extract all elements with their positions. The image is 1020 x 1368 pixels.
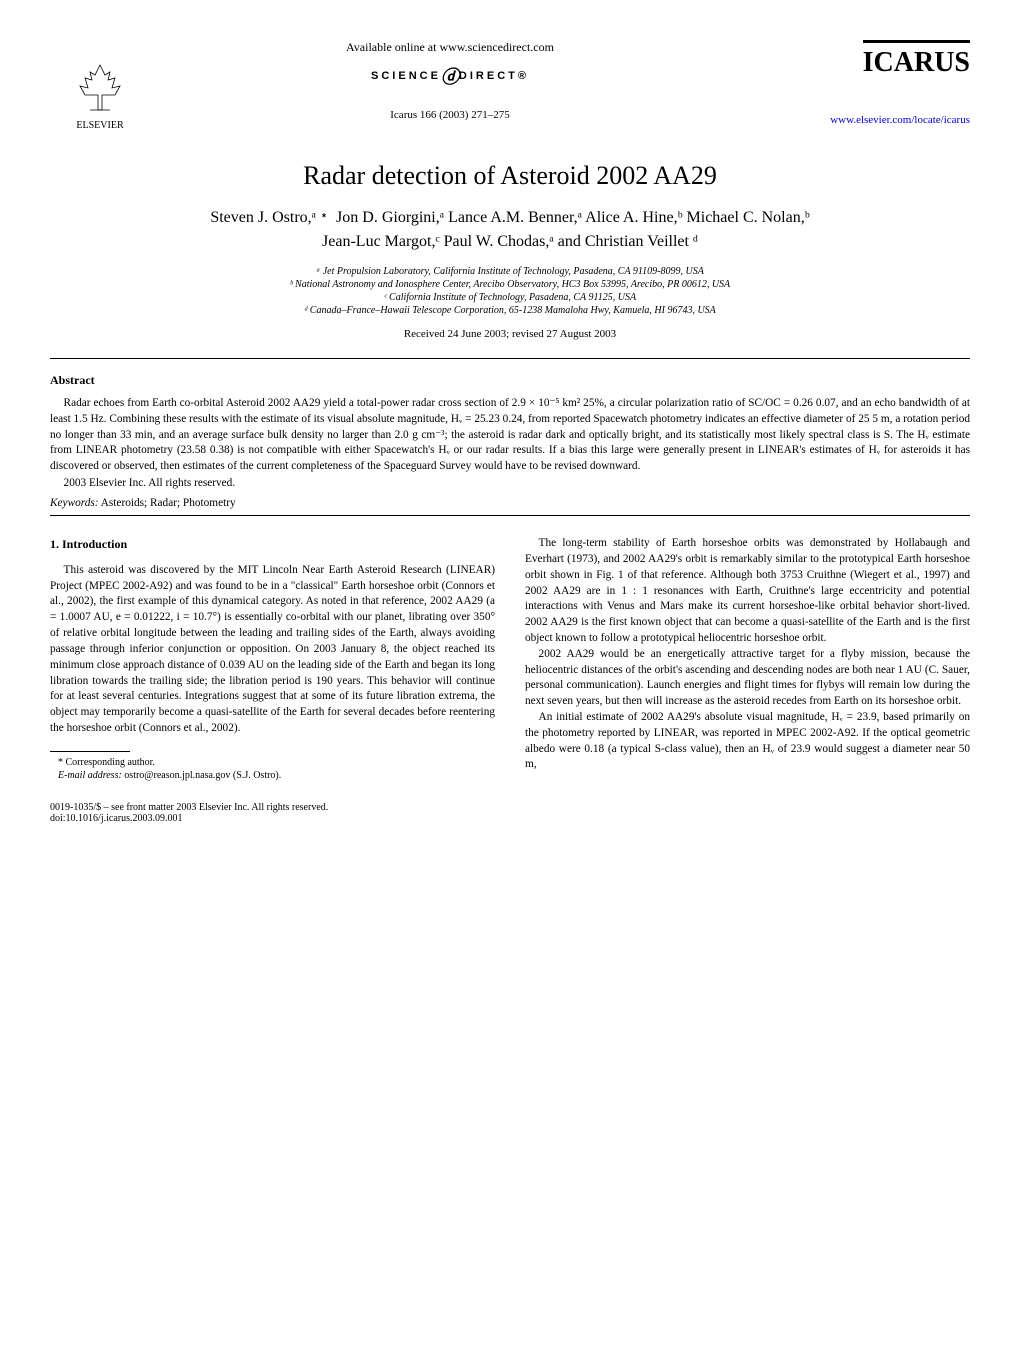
- copyright-line: 2003 Elsevier Inc. All rights reserved.: [50, 477, 970, 489]
- author-list: Steven J. Ostro,ᵃ﹡ Jon D. Giorgini,ᵃ Lan…: [50, 206, 970, 254]
- affiliation-d: ᵈ Canada–France–Hawaii Telescope Corpora…: [50, 305, 970, 316]
- divider: [50, 358, 970, 359]
- corresponding-author-footnote: * Corresponding author.: [50, 756, 495, 769]
- elsevier-tree-icon: [70, 60, 130, 120]
- right-column: The long-term stability of Earth horsesh…: [525, 536, 970, 782]
- sciencedirect-logo: SCIENCEⓓDIRECT®: [170, 63, 730, 89]
- article-title: Radar detection of Asteroid 2002 AA29: [50, 161, 970, 191]
- intro-paragraph-3: 2002 AA29 would be an energetically attr…: [525, 647, 970, 710]
- email-label: E-mail address:: [58, 770, 122, 781]
- authors-line-1: Steven J. Ostro,ᵃ﹡ Jon D. Giorgini,ᵃ Lan…: [210, 209, 809, 226]
- sciencedirect-word1: SCIENCE: [371, 70, 441, 82]
- journal-citation: Icarus 166 (2003) 271–275: [170, 109, 730, 121]
- tree-icon: [70, 60, 130, 120]
- journal-branding: ICARUS www.elsevier.com/locate/icarus: [750, 40, 970, 126]
- keywords-line: Keywords: Asteroids; Radar; Photometry: [50, 497, 970, 509]
- divider: [50, 515, 970, 516]
- footer-doi: doi:10.1016/j.icarus.2003.09.001: [50, 813, 970, 824]
- abstract-text: Radar echoes from Earth co-orbital Aster…: [50, 396, 970, 475]
- email-address: ostro@reason.jpl.nasa.gov (S.J. Ostro).: [122, 770, 281, 781]
- publisher-name: ELSEVIER: [50, 120, 150, 131]
- keywords-value: Asteroids; Radar; Photometry: [99, 497, 236, 509]
- header-center: Available online at www.sciencedirect.co…: [150, 40, 750, 121]
- intro-paragraph-4: An initial estimate of 2002 AA29's absol…: [525, 710, 970, 773]
- received-dates: Received 24 June 2003; revised 27 August…: [50, 328, 970, 340]
- page-header: ELSEVIER Available online at www.science…: [50, 40, 970, 131]
- journal-name: ICARUS: [863, 40, 970, 79]
- affiliation-a: ᵃ Jet Propulsion Laboratory, California …: [50, 266, 970, 277]
- available-online-text: Available online at www.sciencedirect.co…: [170, 40, 730, 55]
- intro-paragraph-2: The long-term stability of Earth horsesh…: [525, 536, 970, 647]
- email-footnote: E-mail address: ostro@reason.jpl.nasa.go…: [50, 769, 495, 782]
- sciencedirect-word2: DIRECT®: [459, 70, 529, 82]
- abstract-heading: Abstract: [50, 373, 970, 388]
- keywords-label: Keywords:: [50, 497, 99, 509]
- intro-paragraph-1: This asteroid was discovered by the MIT …: [50, 563, 495, 737]
- footnote-rule: [50, 751, 130, 752]
- authors-line-2: Jean-Luc Margot,ᶜ Paul W. Chodas,ᵃ and C…: [322, 233, 698, 250]
- at-symbol-icon: ⓓ: [441, 67, 459, 87]
- affiliation-b: ᵇ National Astronomy and Ionosphere Cent…: [50, 279, 970, 290]
- left-column: 1. Introduction This asteroid was discov…: [50, 536, 495, 782]
- footer-copyright: 0019-1035/$ – see front matter 2003 Else…: [50, 802, 970, 813]
- abstract-paragraph: Radar echoes from Earth co-orbital Aster…: [50, 396, 970, 475]
- affiliation-c: ᶜ California Institute of Technology, Pa…: [50, 292, 970, 303]
- body-columns: 1. Introduction This asteroid was discov…: [50, 536, 970, 782]
- journal-homepage-link[interactable]: www.elsevier.com/locate/icarus: [750, 114, 970, 126]
- section-1-heading: 1. Introduction: [50, 536, 495, 553]
- page-footer: 0019-1035/$ – see front matter 2003 Else…: [50, 802, 970, 824]
- publisher-logo-block: ELSEVIER: [50, 40, 150, 131]
